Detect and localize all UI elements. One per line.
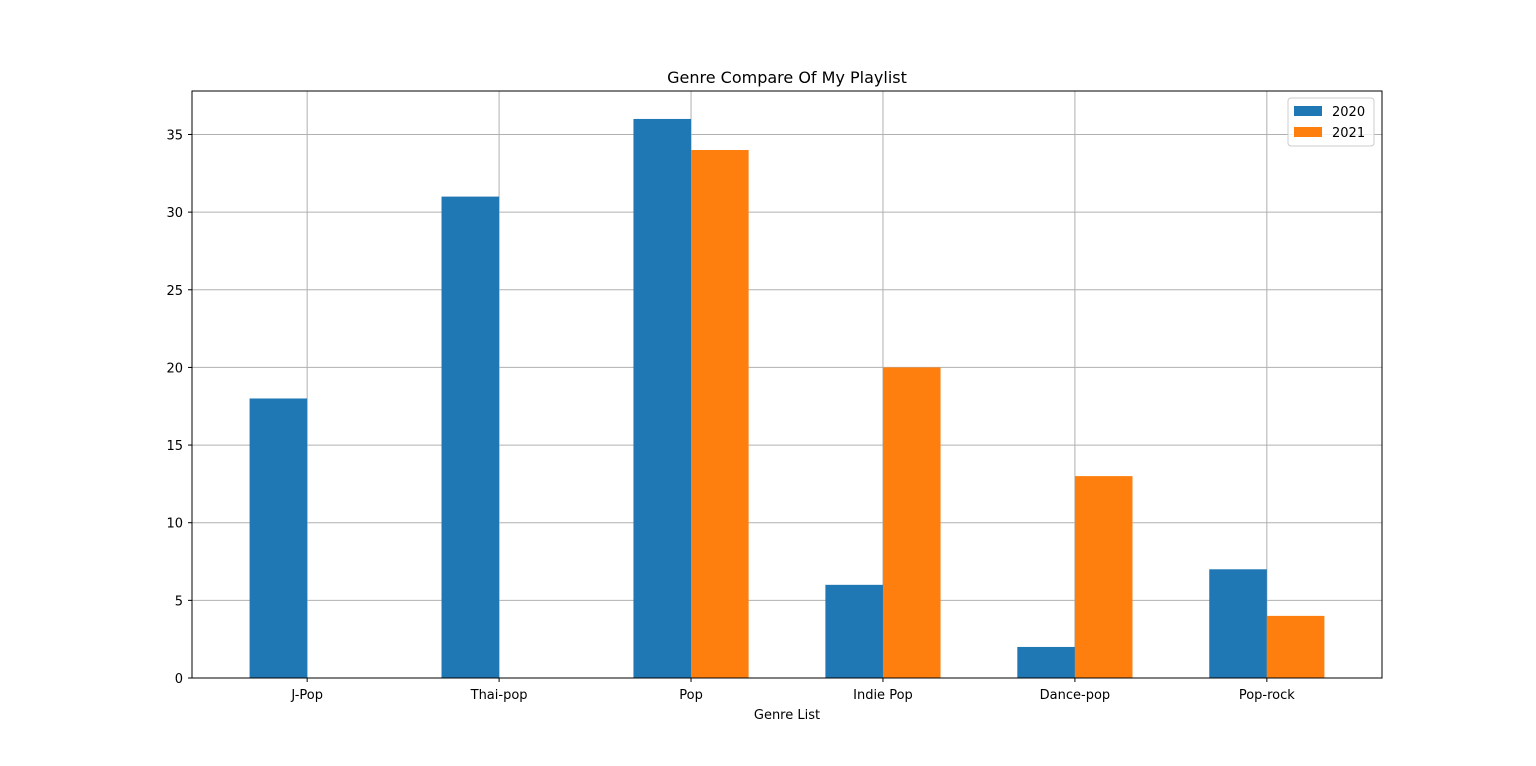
bar-2020-thai-pop xyxy=(441,196,500,678)
x-tick-label: Thai-pop xyxy=(470,688,528,703)
bar-2021-dance-pop xyxy=(1074,476,1133,678)
legend-swatch-2020 xyxy=(1294,106,1322,116)
bar-2020-pop-rock xyxy=(1209,569,1267,678)
y-tick-label: 15 xyxy=(166,439,183,454)
bar-2021-indie-pop xyxy=(882,367,941,678)
y-tick-label: 30 xyxy=(166,206,183,221)
legend: 2020 2021 xyxy=(1287,97,1375,147)
bars xyxy=(249,118,1325,678)
chart-title: Genre Compare Of My Playlist xyxy=(667,68,907,87)
y-tick-label: 0 xyxy=(175,672,183,687)
x-tick-label: Dance-pop xyxy=(1040,688,1111,703)
bar-2021-pop xyxy=(691,150,749,678)
x-tick-label: Pop xyxy=(679,688,703,703)
bar-2020-indie-pop xyxy=(825,584,883,678)
bar-2020-j-pop xyxy=(249,398,308,678)
bar-2020-dance-pop xyxy=(1017,646,1075,678)
x-tick-label: J-Pop xyxy=(290,688,323,703)
legend-swatch-2021 xyxy=(1294,127,1322,137)
x-tick-label: Pop-rock xyxy=(1239,688,1295,703)
x-tick-label: Indie Pop xyxy=(853,688,913,703)
y-tick-label: 25 xyxy=(166,284,183,299)
bar-2020-pop xyxy=(633,118,692,678)
y-tick-label: 20 xyxy=(166,361,183,376)
plot-frame xyxy=(191,90,1383,679)
legend-label-2021: 2021 xyxy=(1332,126,1365,141)
x-axis: J-Pop Thai-pop Pop Indie Pop Dance-pop Pop-ro… xyxy=(290,678,1295,703)
x-axis-label: Genre List xyxy=(754,708,820,723)
y-tick-label: 5 xyxy=(175,594,183,609)
y-axis: 0 5 10 15 20 25 30 35 xyxy=(166,128,192,687)
y-tick-label: 35 xyxy=(166,128,183,143)
bar-2021-pop-rock xyxy=(1266,615,1325,678)
y-tick-label: 10 xyxy=(166,517,183,532)
legend-label-2020: 2020 xyxy=(1332,105,1365,120)
